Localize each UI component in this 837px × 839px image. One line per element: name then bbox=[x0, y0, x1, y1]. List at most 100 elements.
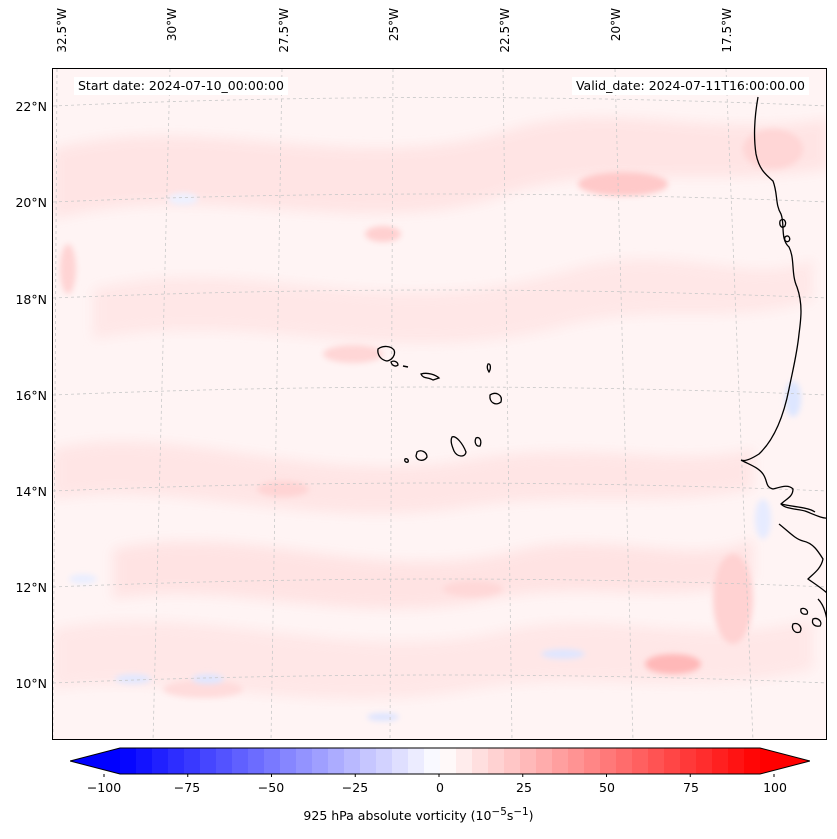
vorticity-min bbox=[168, 193, 198, 205]
coastline-bijagos bbox=[811, 617, 822, 627]
island-sal bbox=[486, 363, 492, 374]
meridian-line bbox=[725, 69, 754, 739]
coastline-lake bbox=[779, 218, 787, 228]
colorbar-bin bbox=[136, 748, 153, 774]
colorbar-tick-label: 25 bbox=[516, 780, 532, 795]
vorticity-min bbox=[192, 674, 224, 684]
colorbar-max-extension bbox=[760, 748, 810, 774]
colorbar-tick-label: −50 bbox=[257, 780, 285, 795]
colorbar-bin bbox=[648, 748, 665, 774]
meridian-line bbox=[53, 69, 58, 739]
colorbar-bin bbox=[696, 748, 713, 774]
vorticity-max bbox=[323, 345, 383, 363]
meridian-line bbox=[389, 69, 394, 739]
start-date-label: Start date: 2024-07-10_00:00:00 bbox=[74, 77, 288, 95]
colorbar-tick-label: 75 bbox=[683, 780, 699, 795]
colorbar-bin bbox=[120, 748, 137, 774]
island-maio bbox=[474, 436, 482, 447]
colorbar-bin bbox=[232, 748, 249, 774]
colorbar-bin bbox=[520, 748, 537, 774]
vorticity-min bbox=[367, 713, 399, 721]
island-brava bbox=[404, 458, 409, 463]
vorticity-min bbox=[69, 574, 97, 584]
colorbar-bin bbox=[568, 748, 585, 774]
colorbar-tick-label: 50 bbox=[599, 780, 615, 795]
vorticity-max bbox=[743, 129, 803, 169]
island-sao-nicolau bbox=[420, 372, 441, 381]
vorticity-band bbox=[53, 117, 826, 219]
colorbar-bin bbox=[680, 748, 697, 774]
colorbar-bin bbox=[328, 748, 345, 774]
colorbar-bin bbox=[392, 748, 409, 774]
latitude-label: 22°N bbox=[15, 99, 47, 114]
vorticity-band bbox=[93, 259, 813, 344]
coastline-guinea bbox=[817, 598, 826, 619]
latitude-label: 18°N bbox=[15, 292, 47, 307]
longitude-label: 20°W bbox=[609, 8, 623, 42]
longitude-label: 32.5°W bbox=[55, 8, 69, 53]
colorbar-bin bbox=[408, 748, 425, 774]
colorbar-bin bbox=[744, 748, 761, 774]
longitude-label: 25°W bbox=[387, 8, 401, 42]
island-santa-luzia bbox=[402, 365, 409, 368]
colorbar-bin bbox=[584, 748, 601, 774]
colorbar-bin bbox=[456, 748, 473, 774]
colorbar-tick-label: −100 bbox=[86, 780, 122, 795]
colorbar-bin bbox=[488, 748, 505, 774]
colorbar-bin bbox=[152, 748, 169, 774]
colorbar-bin bbox=[712, 748, 729, 774]
island-santo-antao bbox=[377, 345, 396, 362]
colorbar-bin bbox=[536, 748, 553, 774]
colorbar-bin bbox=[248, 748, 265, 774]
vorticity-band bbox=[53, 441, 753, 514]
colorbar-bin bbox=[376, 748, 393, 774]
vorticity-max bbox=[365, 226, 401, 242]
colorbar-bin bbox=[360, 748, 377, 774]
colorbar-bin bbox=[264, 748, 281, 774]
vorticity-band bbox=[53, 619, 813, 699]
colorbar-tick-label: 100 bbox=[763, 780, 787, 795]
coastline-lake bbox=[784, 235, 791, 243]
island-santiago bbox=[450, 436, 467, 457]
vorticity-min bbox=[755, 499, 771, 539]
colorbar-bin bbox=[600, 748, 617, 774]
island-boa-vista bbox=[489, 392, 502, 405]
longitude-label: 30°W bbox=[165, 8, 179, 42]
map-panel bbox=[52, 68, 827, 740]
colorbar-bin bbox=[552, 748, 569, 774]
colorbar-outline bbox=[70, 747, 810, 775]
vorticity-max bbox=[163, 680, 243, 698]
island-fogo bbox=[415, 450, 428, 461]
colorbar-min-extension bbox=[70, 748, 120, 774]
longitude-label: 27.5°W bbox=[277, 8, 291, 53]
vorticity-max bbox=[60, 244, 76, 294]
longitude-label: 22.5°W bbox=[498, 8, 512, 53]
vorticity-max bbox=[443, 581, 503, 597]
colorbar-bin bbox=[616, 748, 633, 774]
colorbar bbox=[70, 747, 810, 777]
latitude-label: 16°N bbox=[15, 388, 47, 403]
vorticity-field bbox=[53, 69, 826, 739]
meridian-line bbox=[152, 69, 171, 739]
vorticity-max bbox=[257, 481, 309, 497]
vorticity-band bbox=[113, 539, 753, 609]
colorbar-bin bbox=[296, 748, 313, 774]
coastline-guinea-bissau bbox=[778, 523, 826, 594]
colorbar-bin bbox=[424, 748, 441, 774]
colorbar-bin bbox=[168, 748, 185, 774]
colorbar-bin bbox=[440, 748, 457, 774]
colorbar-tick-label: −75 bbox=[173, 780, 201, 795]
colorbar-bin bbox=[312, 748, 329, 774]
meridian-line bbox=[270, 69, 283, 739]
latitude-label: 20°N bbox=[15, 195, 47, 210]
colorbar-bin bbox=[504, 748, 521, 774]
vorticity-min bbox=[541, 649, 585, 659]
coastline-bijagos bbox=[800, 607, 809, 615]
colorbar-tick-label: 0 bbox=[436, 780, 444, 795]
colorbar-bin bbox=[280, 748, 297, 774]
coastline-bijagos bbox=[791, 622, 802, 634]
vorticity-max bbox=[645, 654, 701, 674]
latitude-label: 12°N bbox=[15, 580, 47, 595]
colorbar-label: 925 hPa absolute vorticity (10−5s−1) bbox=[303, 806, 534, 824]
valid-date-label: Valid_date: 2024-07-11T16:00:00.00 bbox=[571, 77, 809, 95]
